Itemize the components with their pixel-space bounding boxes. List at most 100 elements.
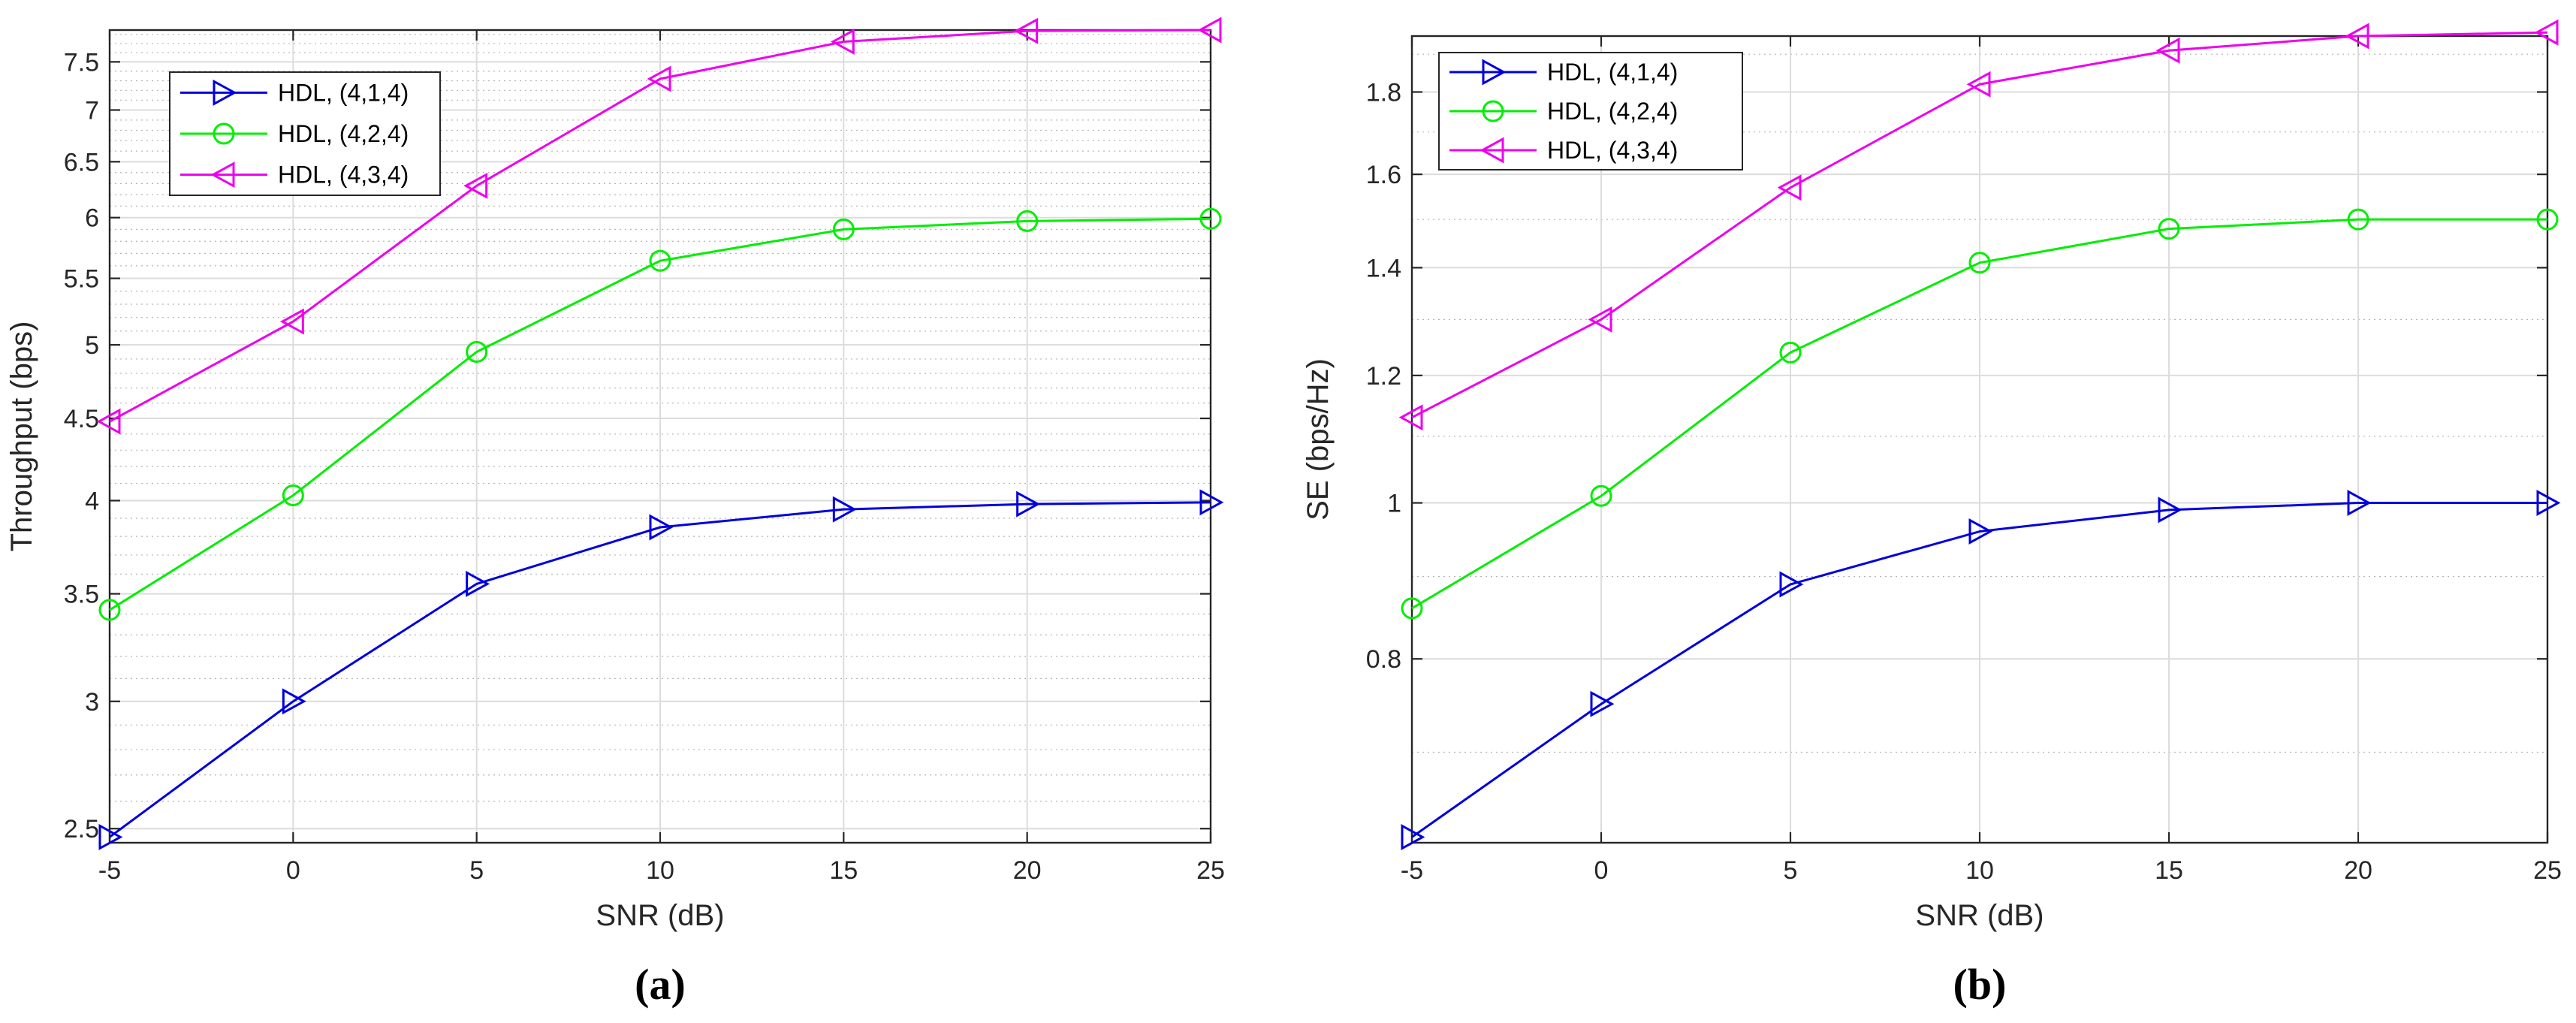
legend: HDL, (4,1,4) HDL, (4,2,4) HDL, (4,3,4) [1438, 52, 1743, 170]
data-point [279, 308, 304, 335]
data-point [1401, 597, 1423, 620]
x-tick-label: 25 [2533, 856, 2562, 885]
x-tick-label: 15 [2155, 856, 2183, 885]
data-point [98, 599, 121, 621]
y-tick-label: 3 [85, 688, 99, 717]
x-tick-label: 5 [1784, 856, 1798, 885]
legend-marker [213, 79, 237, 106]
data-point [1779, 341, 1802, 364]
data-point [649, 514, 674, 541]
x-tick-label: 10 [1965, 856, 1994, 885]
data-point [1779, 571, 1804, 598]
y-tick-label: 7 [85, 96, 99, 125]
series-2 [98, 207, 1222, 621]
data-point [1016, 490, 1041, 518]
data-point [463, 172, 488, 199]
y-tick-label: 4.5 [64, 405, 99, 433]
data-point [466, 340, 488, 363]
data-point [1590, 690, 1615, 717]
data-point [1016, 210, 1039, 232]
panel-b: 0.8 1 1.2 1.4 1.6 1.8 -5 0 5 10 15 20 25 SNR (dB) SE (… [1302, 19, 2562, 1009]
panel-a: 2.5 3 3.5 4 4.5 5 5.5 6 6.5 7 7.5 -5 0 5 10 15 20 25 SNR (… [5, 17, 1225, 1009]
legend-entry-label: HDL, (4,3,4) [278, 161, 409, 189]
data-point [1588, 306, 1612, 333]
data-point [98, 823, 123, 850]
y-tick-label: 1 [1387, 490, 1401, 518]
data-point [832, 496, 857, 523]
series-1 [1401, 490, 2561, 850]
x-tick-label: 20 [2344, 856, 2372, 885]
series-1 [98, 489, 1224, 850]
series-3 [1398, 19, 2559, 431]
x-tick-label: 10 [646, 856, 674, 885]
legend-entry-label: HDL, (4,3,4) [1547, 137, 1678, 164]
y-tick-label: 1.8 [1366, 78, 1401, 107]
data-point [1199, 207, 1222, 230]
data-point [1968, 252, 1991, 274]
x-tick-label: 25 [1196, 856, 1225, 885]
legend-marker [210, 161, 235, 189]
data-point [2347, 490, 2372, 517]
y-tick-label: 7.5 [64, 48, 99, 77]
data-point [2158, 496, 2182, 524]
y-axis-label: SE (bps/Hz) [1302, 358, 1335, 521]
x-tick-label: 0 [1594, 856, 1609, 885]
y-tick-label: 3.5 [64, 581, 99, 609]
data-point [1401, 823, 1425, 850]
data-point [647, 65, 671, 92]
legend-marker [213, 122, 235, 145]
series-line [109, 501, 1211, 838]
data-point [2347, 208, 2369, 231]
data-point [282, 688, 306, 715]
y-tick-label: 1.2 [1366, 362, 1401, 391]
y-tick-label: 0.8 [1366, 645, 1401, 674]
data-point [1777, 174, 1802, 201]
data-point [1199, 489, 1224, 516]
x-axis-label: SNR (dB) [1915, 899, 2044, 932]
data-point [832, 218, 855, 240]
y-tick-label: 5.5 [64, 265, 99, 294]
series-line [109, 217, 1211, 611]
x-tick-label: -5 [1401, 856, 1423, 885]
y-tick-label: 6.5 [64, 148, 99, 177]
legend-entry-label: HDL, (4,2,4) [1547, 98, 1678, 125]
data-point [96, 408, 121, 435]
x-tick-label: 15 [829, 856, 858, 885]
data-point [1014, 17, 1039, 44]
data-point [282, 484, 304, 507]
data-point [1197, 17, 1222, 44]
data-point [2534, 19, 2559, 46]
data-point [466, 570, 490, 597]
panel-caption: (b) [1953, 960, 2007, 1009]
x-axis-label: SNR (dB) [596, 899, 724, 932]
series-line [1411, 218, 2547, 610]
data-point [2155, 37, 2180, 64]
y-tick-label: 4 [85, 487, 99, 515]
x-tick-label: 5 [469, 856, 484, 885]
legend-entry-label: HDL, (4,2,4) [278, 120, 409, 147]
data-point [649, 249, 671, 272]
data-point [2536, 490, 2561, 517]
data-point [1966, 71, 1991, 98]
y-tick-label: 1.6 [1366, 161, 1401, 189]
y-tick-label: 2.5 [64, 815, 99, 843]
data-point [1968, 518, 1993, 545]
series-line [1411, 502, 2547, 838]
y-tick-label: 5 [85, 331, 99, 360]
x-tick-label: 20 [1013, 856, 1042, 885]
panel-caption: (a) [635, 960, 686, 1009]
legend-entry-label: HDL, (4,1,4) [278, 79, 409, 106]
data-point [1590, 484, 1612, 507]
legend-marker [1482, 59, 1507, 86]
x-tick-label: 0 [286, 856, 300, 885]
legend-marker [1480, 137, 1504, 164]
legend: HDL, (4,1,4) HDL, (4,2,4) HDL, (4,3,4) [169, 71, 441, 196]
series-3 [96, 17, 1222, 435]
y-axis-label: Throughput (bps) [5, 321, 38, 552]
series-line [109, 29, 1211, 423]
series-line [1411, 31, 2548, 419]
data-point [2158, 218, 2180, 240]
x-tick-label: -5 [98, 856, 121, 885]
series-2 [1401, 208, 2559, 620]
